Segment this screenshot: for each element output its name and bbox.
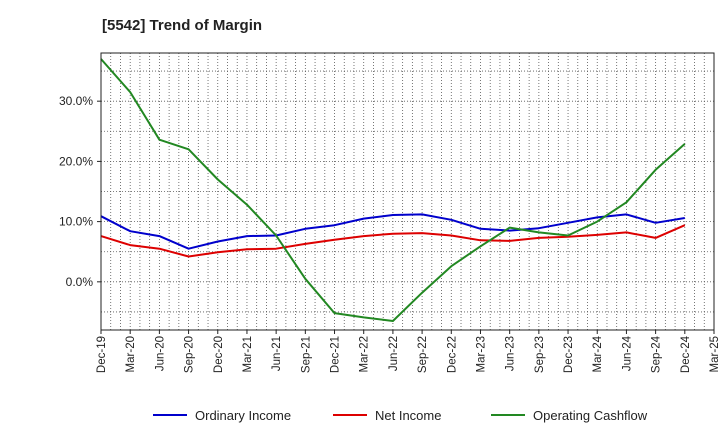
y-tick-label: 30.0% [59, 94, 93, 108]
y-tick-label: 10.0% [59, 215, 93, 229]
y-tick-label: 0.0% [66, 275, 94, 289]
x-tick-label: Dec-23 [563, 336, 575, 373]
x-tick-label: Sep-21 [300, 336, 312, 373]
x-tick-label: Jun-23 [505, 336, 517, 371]
y-axis: 0.0% 10.0% 20.0% 30.0% [59, 94, 101, 289]
legend-label-ordinary-income: Ordinary Income [195, 408, 291, 423]
x-tick-label: Mar-21 [242, 336, 254, 372]
x-tick-label: Jun-20 [154, 336, 166, 371]
legend-label-net-income: Net Income [375, 408, 441, 423]
x-tick-label: Jun-22 [388, 336, 400, 371]
legend: Ordinary Income Net Income Operating Cashf… [153, 408, 648, 423]
grid [101, 53, 714, 330]
x-tick-label: Dec-24 [680, 335, 692, 373]
plot-area [100, 52, 715, 331]
x-tick-label: Mar-25 [709, 336, 720, 372]
x-axis: Dec-19 Mar-20 Jun-20 Sep-20 Dec-20 Mar-21 Jun-… [96, 330, 720, 373]
x-tick-label: Dec-21 [330, 336, 342, 373]
x-tick-label: Sep-22 [417, 336, 429, 373]
x-tick-label: Dec-22 [446, 336, 458, 373]
x-tick-label: Mar-22 [359, 336, 371, 372]
x-tick-label: Jun-24 [621, 335, 633, 371]
chart-title: [5542] Trend of Margin [102, 17, 262, 34]
y-tick-label: 20.0% [59, 154, 93, 168]
series-line-net-income [100, 224, 686, 258]
x-tick-label: Jun-21 [271, 336, 283, 371]
x-tick-label: Mar-23 [475, 336, 487, 372]
legend-label-operating-cashflow: Operating Cashflow [533, 408, 648, 423]
series-line-operating-cashflow [100, 58, 686, 322]
x-tick-label: Sep-23 [534, 336, 546, 373]
x-tick-label: Dec-20 [213, 336, 225, 373]
x-tick-label: Mar-20 [125, 336, 137, 372]
x-tick-label: Sep-20 [184, 336, 196, 373]
x-tick-label: Dec-19 [96, 336, 108, 373]
series-lines [100, 58, 686, 322]
x-tick-label: Mar-24 [592, 335, 604, 372]
x-tick-label: Sep-24 [651, 335, 663, 373]
series-line-ordinary-income [100, 213, 685, 250]
